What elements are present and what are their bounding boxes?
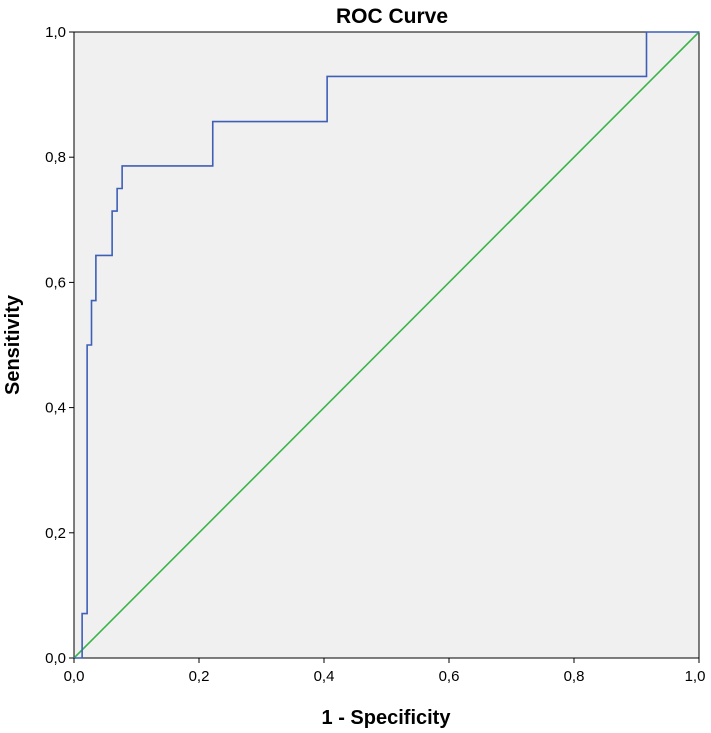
x-tick-label: 0,2 (189, 668, 210, 685)
x-tick-label: 0,8 (564, 668, 585, 685)
y-tick-label: 0,2 (45, 525, 66, 542)
curves (73, 31, 700, 659)
x-axis-label: 1 - Specificity (322, 707, 452, 729)
y-tick-label: 0,8 (45, 149, 66, 166)
x-tick-label: 0,4 (314, 668, 335, 685)
reference-diagonal-line (73, 31, 700, 659)
x-axis: 0,0 0,2 0,4 0,6 0,8 1,0 (64, 658, 706, 685)
y-axis: 0,0 0,2 0,4 0,6 0,8 1,0 (45, 24, 74, 667)
y-tick-label: 1,0 (45, 24, 66, 41)
y-axis-label: Sensitivity (2, 294, 24, 395)
x-tick-label: 1,0 (685, 668, 706, 685)
chart-title: ROC Curve (336, 5, 448, 28)
y-tick-label: 0,6 (45, 274, 66, 291)
x-tick-label: 0,6 (439, 668, 460, 685)
roc-curve-line (74, 31, 699, 659)
y-tick-label: 0,4 (45, 400, 66, 417)
y-tick-label: 0,0 (45, 650, 66, 667)
x-tick-label: 0,0 (64, 668, 85, 685)
